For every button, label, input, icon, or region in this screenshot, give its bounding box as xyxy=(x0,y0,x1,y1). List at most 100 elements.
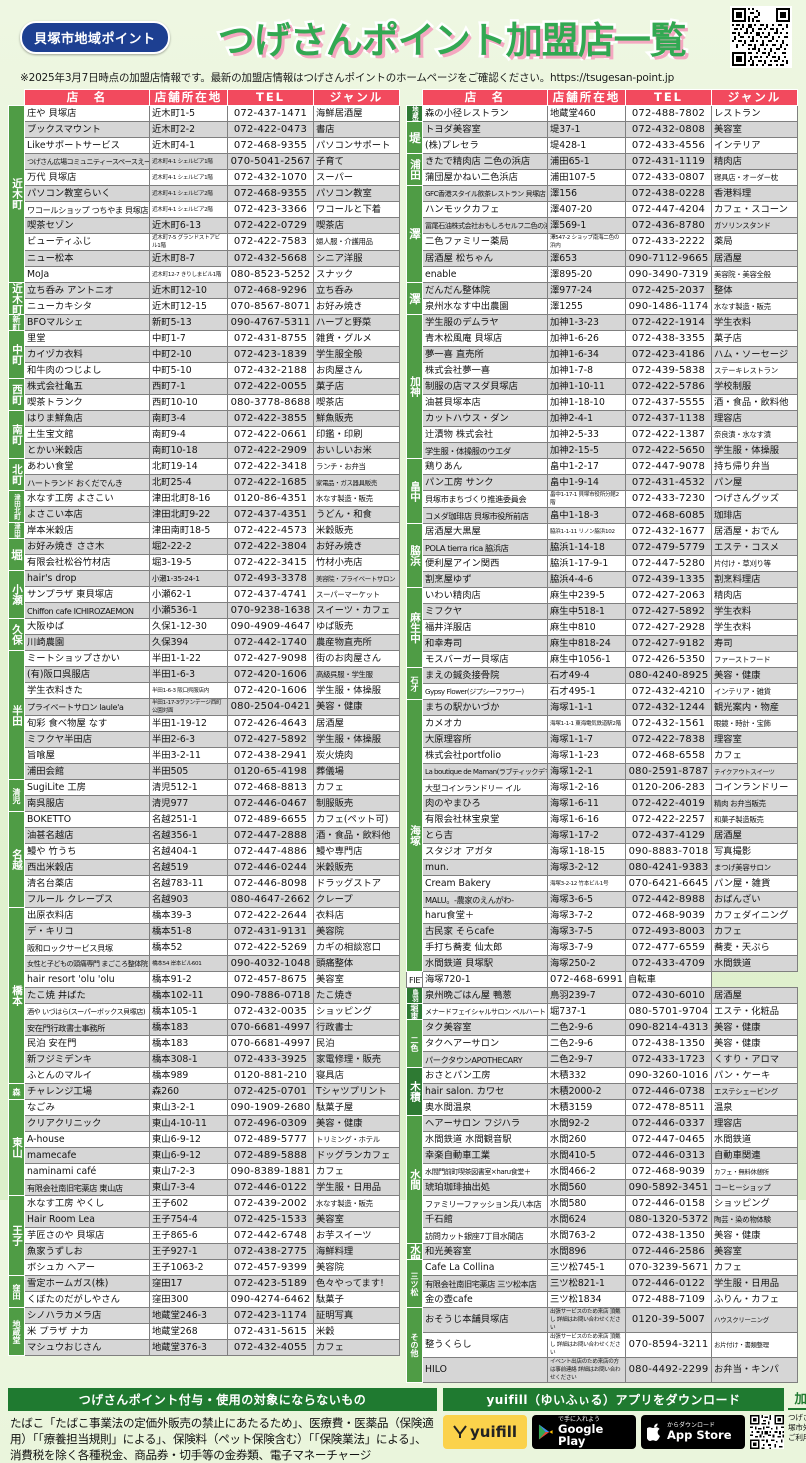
table-row: 南呉服店 清児977 072-446-0467 制服販売 xyxy=(9,795,400,812)
table-row: 学生服・体操服のウエダ 加神2-15-5 072-422-5650 学生服・体操服 xyxy=(407,442,798,459)
cell-store-genre: 印鑑・印刷 xyxy=(313,426,400,443)
cell-store-genre: 米穀 xyxy=(313,1323,400,1340)
cell-store-tel: 070-6681-4997 xyxy=(227,1019,314,1036)
cell-store-genre: 炭火焼肉 xyxy=(313,747,400,764)
cell-store-address: 海塚1-1-1 東海電気鉄道駅2階 xyxy=(547,715,626,732)
table-row: たこ焼 井ばた 橋本102-11 090-7886-0718 たこ焼き xyxy=(9,987,400,1004)
google-play-button[interactable]: で手に入れよう Google Play xyxy=(532,1415,636,1449)
cell-store-address: 脇浜1-14-18 xyxy=(547,539,626,556)
cell-store-name: 学生服のデムラヤ xyxy=(422,314,548,331)
cell-store-tel: 072-457-9399 xyxy=(227,1259,314,1276)
qr-code-icon[interactable] xyxy=(750,1415,784,1449)
cell-store-genre: インテリア・雑貨 xyxy=(711,683,798,700)
cell-store-genre: お肉屋さん xyxy=(313,362,400,379)
cell-store-address: 三ツ松1834 xyxy=(547,1291,626,1308)
district-label: 水間 xyxy=(406,1115,423,1244)
cell-store-genre: 美容・健康 xyxy=(313,698,400,716)
cell-store-genre: カフェ xyxy=(711,1259,798,1276)
cell-store-genre: 酒・食品・飲料他 xyxy=(711,394,798,411)
qr-code-icon[interactable] xyxy=(730,6,792,68)
cell-store-genre: おばんざい xyxy=(711,891,798,908)
cell-store-tel: 072-423-4186 xyxy=(625,346,712,363)
cell-store-genre: 精肉店 xyxy=(711,587,798,604)
cell-store-address: 加神1-3-23 xyxy=(547,314,626,331)
cell-store-name: まえの鍼灸接骨院 xyxy=(422,667,548,684)
cell-store-name: 森の小径レストラン xyxy=(422,105,548,122)
cell-store-tel: 070-5041-2567 xyxy=(227,153,314,170)
cell-store-address: 海塚250-2 xyxy=(547,955,626,972)
cell-store-genre: 寿司 xyxy=(711,635,798,652)
app-store-button[interactable]: からダウンロード App Store xyxy=(641,1415,745,1449)
district-label: 木積 xyxy=(406,1067,423,1116)
table-row: ミフクヤ 麻生中518-1 072-427-5892 学生衣料 xyxy=(407,603,798,620)
cell-store-name: 新フジミデンキ xyxy=(24,1051,150,1068)
cell-store-genre: カギの相談窓口 xyxy=(313,939,400,956)
cell-store-genre: シニア洋服 xyxy=(313,250,400,267)
cell-store-tel: 072-422-5786 xyxy=(625,378,712,395)
table-row: 株式会社夢一喜 加神1-7-8 072-439-5838 ステーキレストラン xyxy=(407,362,798,379)
cell-store-tel: 0120-65-4198 xyxy=(227,763,314,780)
cell-store-name: 古民家 そらcafe xyxy=(422,923,548,940)
table-row: カイヅカ衣料 中町2-10 072-423-1839 学生服全般 xyxy=(9,346,400,363)
col-header-address: 店舗所在地 xyxy=(149,89,228,106)
cell-store-name: タクヘアーサロン xyxy=(422,1035,548,1052)
cell-store-address: 石才495-1 xyxy=(547,683,626,700)
cell-store-genre: 学生服・日用品 xyxy=(711,1275,798,1292)
cell-store-tel: 072-489-5777 xyxy=(227,1131,314,1148)
cell-store-name: SugiLite 工房 xyxy=(24,779,150,796)
table-row: 居酒屋 松ちゃん 澤653 090-7112-9665 居酒屋 xyxy=(407,250,798,267)
cell-store-address: 中町2-10 xyxy=(149,346,228,363)
cell-store-genre: まつげ美容サロン xyxy=(711,859,798,876)
cell-store-tel: 080-4492-2299 xyxy=(625,1357,712,1383)
cell-store-tel: 072-432-2188 xyxy=(227,362,314,379)
cell-store-tel: 072-446-0738 xyxy=(625,1083,712,1100)
table-row: 安在門行政書士事務所 橋本183 070-6681-4997 行政書士 xyxy=(9,1019,400,1036)
table-row: 澤だんだん整体院 澤977-24 072-425-2037 整体 xyxy=(406,282,798,315)
table-row: haru食堂＋ 海塚3-7-2 072-468-9039 カフェダイニング xyxy=(407,907,798,924)
join-body: つげさんポイントは、貝塚市外にお住まいの方もご利用いただけます。 xyxy=(788,1413,806,1442)
cell-store-address: 橋本183 xyxy=(149,1019,228,1036)
table-row: 有限会社南旧宅薬店 東山店 東山7-3-4 072-446-0122 学生服・日用品 xyxy=(9,1179,400,1196)
merchant-table-left: 店 名 店舗所在地 TEL ジャンル 近木町 庄や 貝塚店 近木町1-5 072-43… xyxy=(8,89,400,1356)
cell-store-address: 地蔵堂268 xyxy=(149,1323,228,1340)
cell-store-address: 窪田300 xyxy=(149,1291,228,1308)
cell-store-address: 澤407-20 xyxy=(547,201,626,218)
cell-store-tel: 072-438-2775 xyxy=(227,1243,314,1260)
cell-store-name: フルール クレープス xyxy=(24,891,150,908)
table-row: Hair Room Lea 王子754-4 072-425-1533 美容室 xyxy=(9,1211,400,1228)
cell-store-name: モスバーガー貝塚店 xyxy=(422,651,548,668)
cell-store-name: Hair Room Lea xyxy=(24,1211,150,1228)
table-row: 貝塚市まちづくり推進委員会 畠中1-17-1 貝塚市役所分館2階 072-433-7… xyxy=(407,490,798,508)
cell-store-address: 水間763-2 xyxy=(547,1227,626,1244)
table-row: HILO イベント出店のため来店の方は事前連絡 詳細はお問い合わせください 080-… xyxy=(407,1357,798,1383)
cell-store-tel: 080-5701-9704 xyxy=(625,1003,712,1020)
table-row: 有限会社林宝泉堂 海塚1-6-16 072-422-2257 和菓子製造販売 xyxy=(407,811,798,828)
cell-store-name: 土生宝文館 xyxy=(24,426,150,443)
cell-store-tel: 0120-86-4351 xyxy=(227,490,314,507)
table-row: カメオカ 海塚1-1-1 東海電気鉄道駅2階 072-432-1561 眼鏡・時計・宝… xyxy=(407,715,798,732)
cell-store-genre: 水間鉄道 xyxy=(711,1131,798,1148)
cell-store-genre: カフェ xyxy=(711,923,798,940)
cell-store-tel: 072-433-2222 xyxy=(625,233,712,251)
cell-store-genre: 薬局 xyxy=(711,233,798,251)
cell-store-tel: 0120-39-5007 xyxy=(625,1307,712,1333)
district-label: 浦田 xyxy=(406,153,423,186)
cell-store-name: ミートショップさかい xyxy=(24,650,150,667)
cell-store-address: 澤653 xyxy=(547,250,626,267)
cell-store-genre: 学生服・体操服 xyxy=(313,682,400,699)
cell-store-genre: 街のお肉屋さん xyxy=(313,650,400,667)
cell-store-address: 水間410-5 xyxy=(547,1147,626,1164)
table-row: (株)プレセラ 堤428-1 072-433-4556 インテリア xyxy=(407,137,798,154)
cell-store-address: 脇浜1-1-11 リノン脇浜102 xyxy=(547,523,626,540)
cell-store-tel: 072-422-3804 xyxy=(227,538,314,555)
cell-store-tel: 072-439-2002 xyxy=(227,1195,314,1212)
cell-store-genre: パソコン教室 xyxy=(313,185,400,202)
cell-store-genre: 鮮魚販売 xyxy=(313,410,400,427)
cell-store-tel: 072-422-5650 xyxy=(625,442,712,459)
cell-store-tel: 070-8567-8071 xyxy=(227,298,314,315)
cell-store-name: 辻漬物 株式会社 xyxy=(422,426,548,443)
cell-store-name: シノハラカメラ店 xyxy=(24,1307,150,1324)
district-label: 澤 xyxy=(406,185,423,283)
cell-store-genre: パン屋・雑貨 xyxy=(711,875,798,892)
table-row: 株式会社portfolio 海塚1-1-23 072-468-6558 カフェ xyxy=(407,747,798,764)
